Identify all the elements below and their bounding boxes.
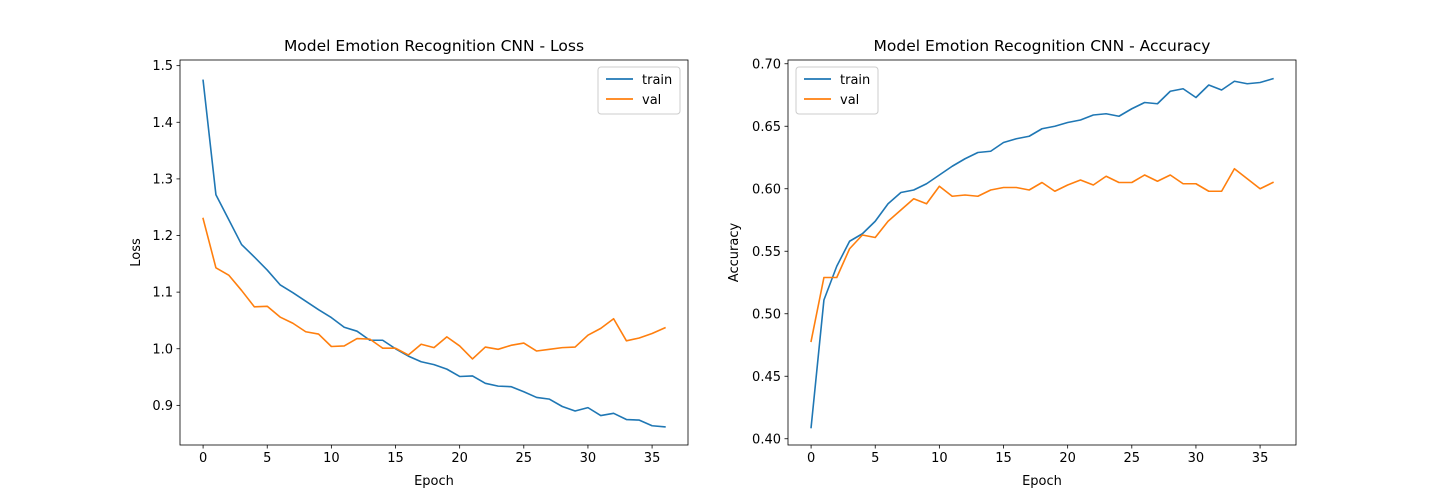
y-tick-label: 1.2: [152, 229, 173, 244]
y-tick-label: 0.50: [752, 307, 781, 322]
x-tick-label: 30: [580, 451, 597, 466]
accuracy-chart: 0 5 10 15 20 25 30 35 0.40 0.45 0.50 0.55 0.60 0.65 0.…: [727, 37, 1297, 489]
x-tick-label: 35: [1252, 451, 1269, 466]
series-line-train: [810, 77, 1274, 429]
legend-label-val: val: [840, 93, 859, 108]
y-tick-label: 0.55: [752, 245, 781, 260]
x-tick-label: 35: [644, 451, 661, 466]
chart-title: Model Emotion Recognition CNN - Loss: [284, 37, 584, 55]
legend-label-train: train: [642, 73, 672, 88]
y-tick-label: 0.60: [752, 182, 781, 197]
x-tick-label: 30: [1188, 451, 1205, 466]
y-tick-label: 1.3: [152, 172, 173, 187]
series-line-val: [202, 217, 666, 360]
x-tick-label: 15: [995, 451, 1012, 466]
x-tick-label: 20: [451, 451, 468, 466]
x-tick-label: 0: [199, 451, 207, 466]
x-tick-label: 15: [387, 451, 404, 466]
plot-frame: [179, 59, 689, 446]
x-axis-label: Epoch: [414, 474, 454, 489]
y-axis-label: Loss: [129, 238, 144, 267]
x-tick-label: 5: [263, 451, 271, 466]
x-tick-label: 25: [1124, 451, 1141, 466]
y-tick-label: 1.4: [152, 116, 173, 131]
legend: train val: [795, 66, 879, 115]
x-tick-label: 20: [1059, 451, 1076, 466]
x-axis-label: Epoch: [1022, 474, 1062, 489]
y-tick-label: 0.65: [752, 120, 781, 135]
y-axis-label: Accuracy: [727, 223, 742, 283]
chart-title: Model Emotion Recognition CNN - Accuracy: [874, 37, 1211, 55]
y-tick-label: 0.40: [752, 432, 781, 447]
x-tick-label: 5: [871, 451, 879, 466]
series-line-train: [202, 79, 666, 428]
y-tick-label: 0.45: [752, 370, 781, 385]
legend-label-train: train: [840, 73, 870, 88]
loss-chart: 0 5 10 15 20 25 30 35 0.9 1.0 1.1 1.2 1.3 1.4 1.5 Model…: [129, 37, 689, 489]
y-tick-label: 1.5: [152, 59, 173, 74]
legend: train val: [597, 66, 681, 115]
y-tick-label: 0.9: [152, 399, 173, 414]
x-tick-label: 25: [516, 451, 533, 466]
x-tick-label: 0: [807, 451, 815, 466]
plot-frame: [787, 59, 1297, 446]
legend-label-val: val: [642, 93, 661, 108]
series-line-val: [810, 167, 1274, 343]
x-tick-label: 10: [931, 451, 948, 466]
y-tick-label: 0.70: [752, 57, 781, 72]
x-tick-label: 10: [323, 451, 340, 466]
y-tick-label: 1.1: [152, 286, 173, 301]
y-tick-label: 1.0: [152, 342, 173, 357]
